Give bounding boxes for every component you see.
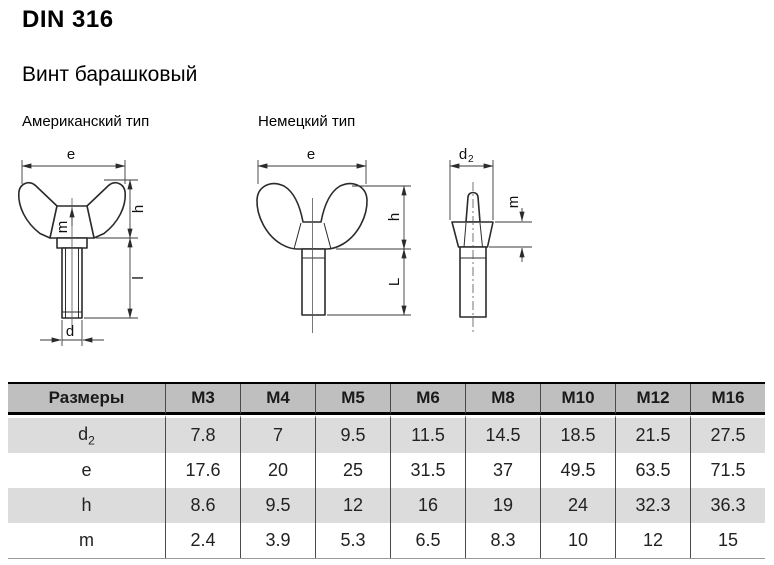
cell-h-m4: 9.5 xyxy=(240,488,315,523)
cell-d2-m8: 14.5 xyxy=(465,415,540,453)
cell-m-m16: 15 xyxy=(690,523,765,558)
cell-h-m16: 36.3 xyxy=(690,488,765,523)
cell-h-m8: 19 xyxy=(465,488,540,523)
cell-e-m3: 17.6 xyxy=(165,453,240,488)
cell-h-m6: 16 xyxy=(390,488,465,523)
row-label-d2-base: d xyxy=(78,423,89,444)
row-label-d2-sub: 2 xyxy=(88,433,95,448)
table-row-m: m 2.4 3.9 5.3 6.5 8.3 10 12 15 xyxy=(8,523,765,558)
german-front-shank xyxy=(301,248,326,316)
col-header-m5: M5 xyxy=(315,384,390,415)
german-head xyxy=(256,182,368,250)
dim-label-e-american: e xyxy=(67,146,75,163)
cell-h-m3: 8.6 xyxy=(165,488,240,523)
dim-label-l-american: l xyxy=(130,276,147,279)
table-row-h: h 8.6 9.5 12 16 19 24 32.3 36.3 xyxy=(8,488,765,523)
american-type-drawing: m e h l d xyxy=(17,146,147,346)
cell-d2-m10: 18.5 xyxy=(540,415,615,453)
cell-m-m5: 5.3 xyxy=(315,523,390,558)
cell-e-m6: 31.5 xyxy=(390,453,465,488)
american-type-label: Американский тип xyxy=(22,113,150,130)
cell-m-m4: 3.9 xyxy=(240,523,315,558)
cell-m-m3: 2.4 xyxy=(165,523,240,558)
cell-m-m12: 12 xyxy=(615,523,690,558)
cell-h-m12: 32.3 xyxy=(615,488,690,523)
table-header-row: Размеры M3 M4 M5 M6 M8 M10 M12 M16 xyxy=(8,384,765,415)
cell-d2-m3: 7.8 xyxy=(165,415,240,453)
cell-h-m10: 24 xyxy=(540,488,615,523)
cell-e-m8: 37 xyxy=(465,453,540,488)
col-header-m16: M16 xyxy=(690,384,765,415)
table-row-d2: d2 7.8 7 9.5 11.5 14.5 18.5 21.5 27.5 xyxy=(8,415,765,453)
cell-m-m6: 6.5 xyxy=(390,523,465,558)
dim-label-m-american: m xyxy=(54,221,71,234)
german-type-label: Немецкий тип xyxy=(258,113,356,130)
cell-e-m16: 71.5 xyxy=(690,453,765,488)
dim-label-d2-sub: 2 xyxy=(468,154,474,165)
row-label-h: h xyxy=(8,488,165,523)
cell-e-m12: 63.5 xyxy=(615,453,690,488)
col-header-m12: M12 xyxy=(615,384,690,415)
cell-d2-m16: 27.5 xyxy=(690,415,765,453)
page-title: DIN 316 xyxy=(22,6,114,33)
dim-label-m-german: m xyxy=(505,196,522,209)
german-side-hub xyxy=(451,221,494,248)
american-right-wing xyxy=(86,182,127,239)
cell-m-m8: 8.3 xyxy=(465,523,540,558)
dim-label-L-german: L xyxy=(386,278,403,286)
col-header-m3: M3 xyxy=(165,384,240,415)
technical-drawings: m e h l d e xyxy=(17,146,532,346)
cell-e-m5: 25 xyxy=(315,453,390,488)
dim-label-d-american: d xyxy=(66,323,74,340)
col-header-m4: M4 xyxy=(240,384,315,415)
cell-d2-m6: 11.5 xyxy=(390,415,465,453)
cell-e-m4: 20 xyxy=(240,453,315,488)
col-header-m6: M6 xyxy=(390,384,465,415)
col-header-sizes: Размеры xyxy=(8,384,165,415)
dim-label-e-german: e xyxy=(307,146,315,163)
cell-d2-m12: 21.5 xyxy=(615,415,690,453)
dim-label-h-american: h xyxy=(130,205,147,213)
dimensions-table: Размеры M3 M4 M5 M6 M8 M10 M12 M16 d2 7.… xyxy=(8,382,765,559)
dim-label-d2-base: d xyxy=(459,146,467,163)
cell-d2-m4: 7 xyxy=(240,415,315,453)
cell-h-m5: 12 xyxy=(315,488,390,523)
row-label-m: m xyxy=(8,523,165,558)
page-subtitle: Винт барашковый xyxy=(22,63,198,86)
cell-m-m10: 10 xyxy=(540,523,615,558)
row-label-e: e xyxy=(8,453,165,488)
row-label-d2: d2 xyxy=(8,415,165,453)
col-header-m10: M10 xyxy=(540,384,615,415)
dim-label-h-german: h xyxy=(386,213,403,221)
col-header-m8: M8 xyxy=(465,384,540,415)
table-row-e: e 17.6 20 25 31.5 37 49.5 63.5 71.5 xyxy=(8,453,765,488)
american-left-wing xyxy=(17,182,58,239)
german-type-front-drawing: e h L xyxy=(256,146,411,333)
cell-d2-m5: 9.5 xyxy=(315,415,390,453)
german-type-side-drawing: d 2 m xyxy=(449,146,532,332)
cell-e-m10: 49.5 xyxy=(540,453,615,488)
